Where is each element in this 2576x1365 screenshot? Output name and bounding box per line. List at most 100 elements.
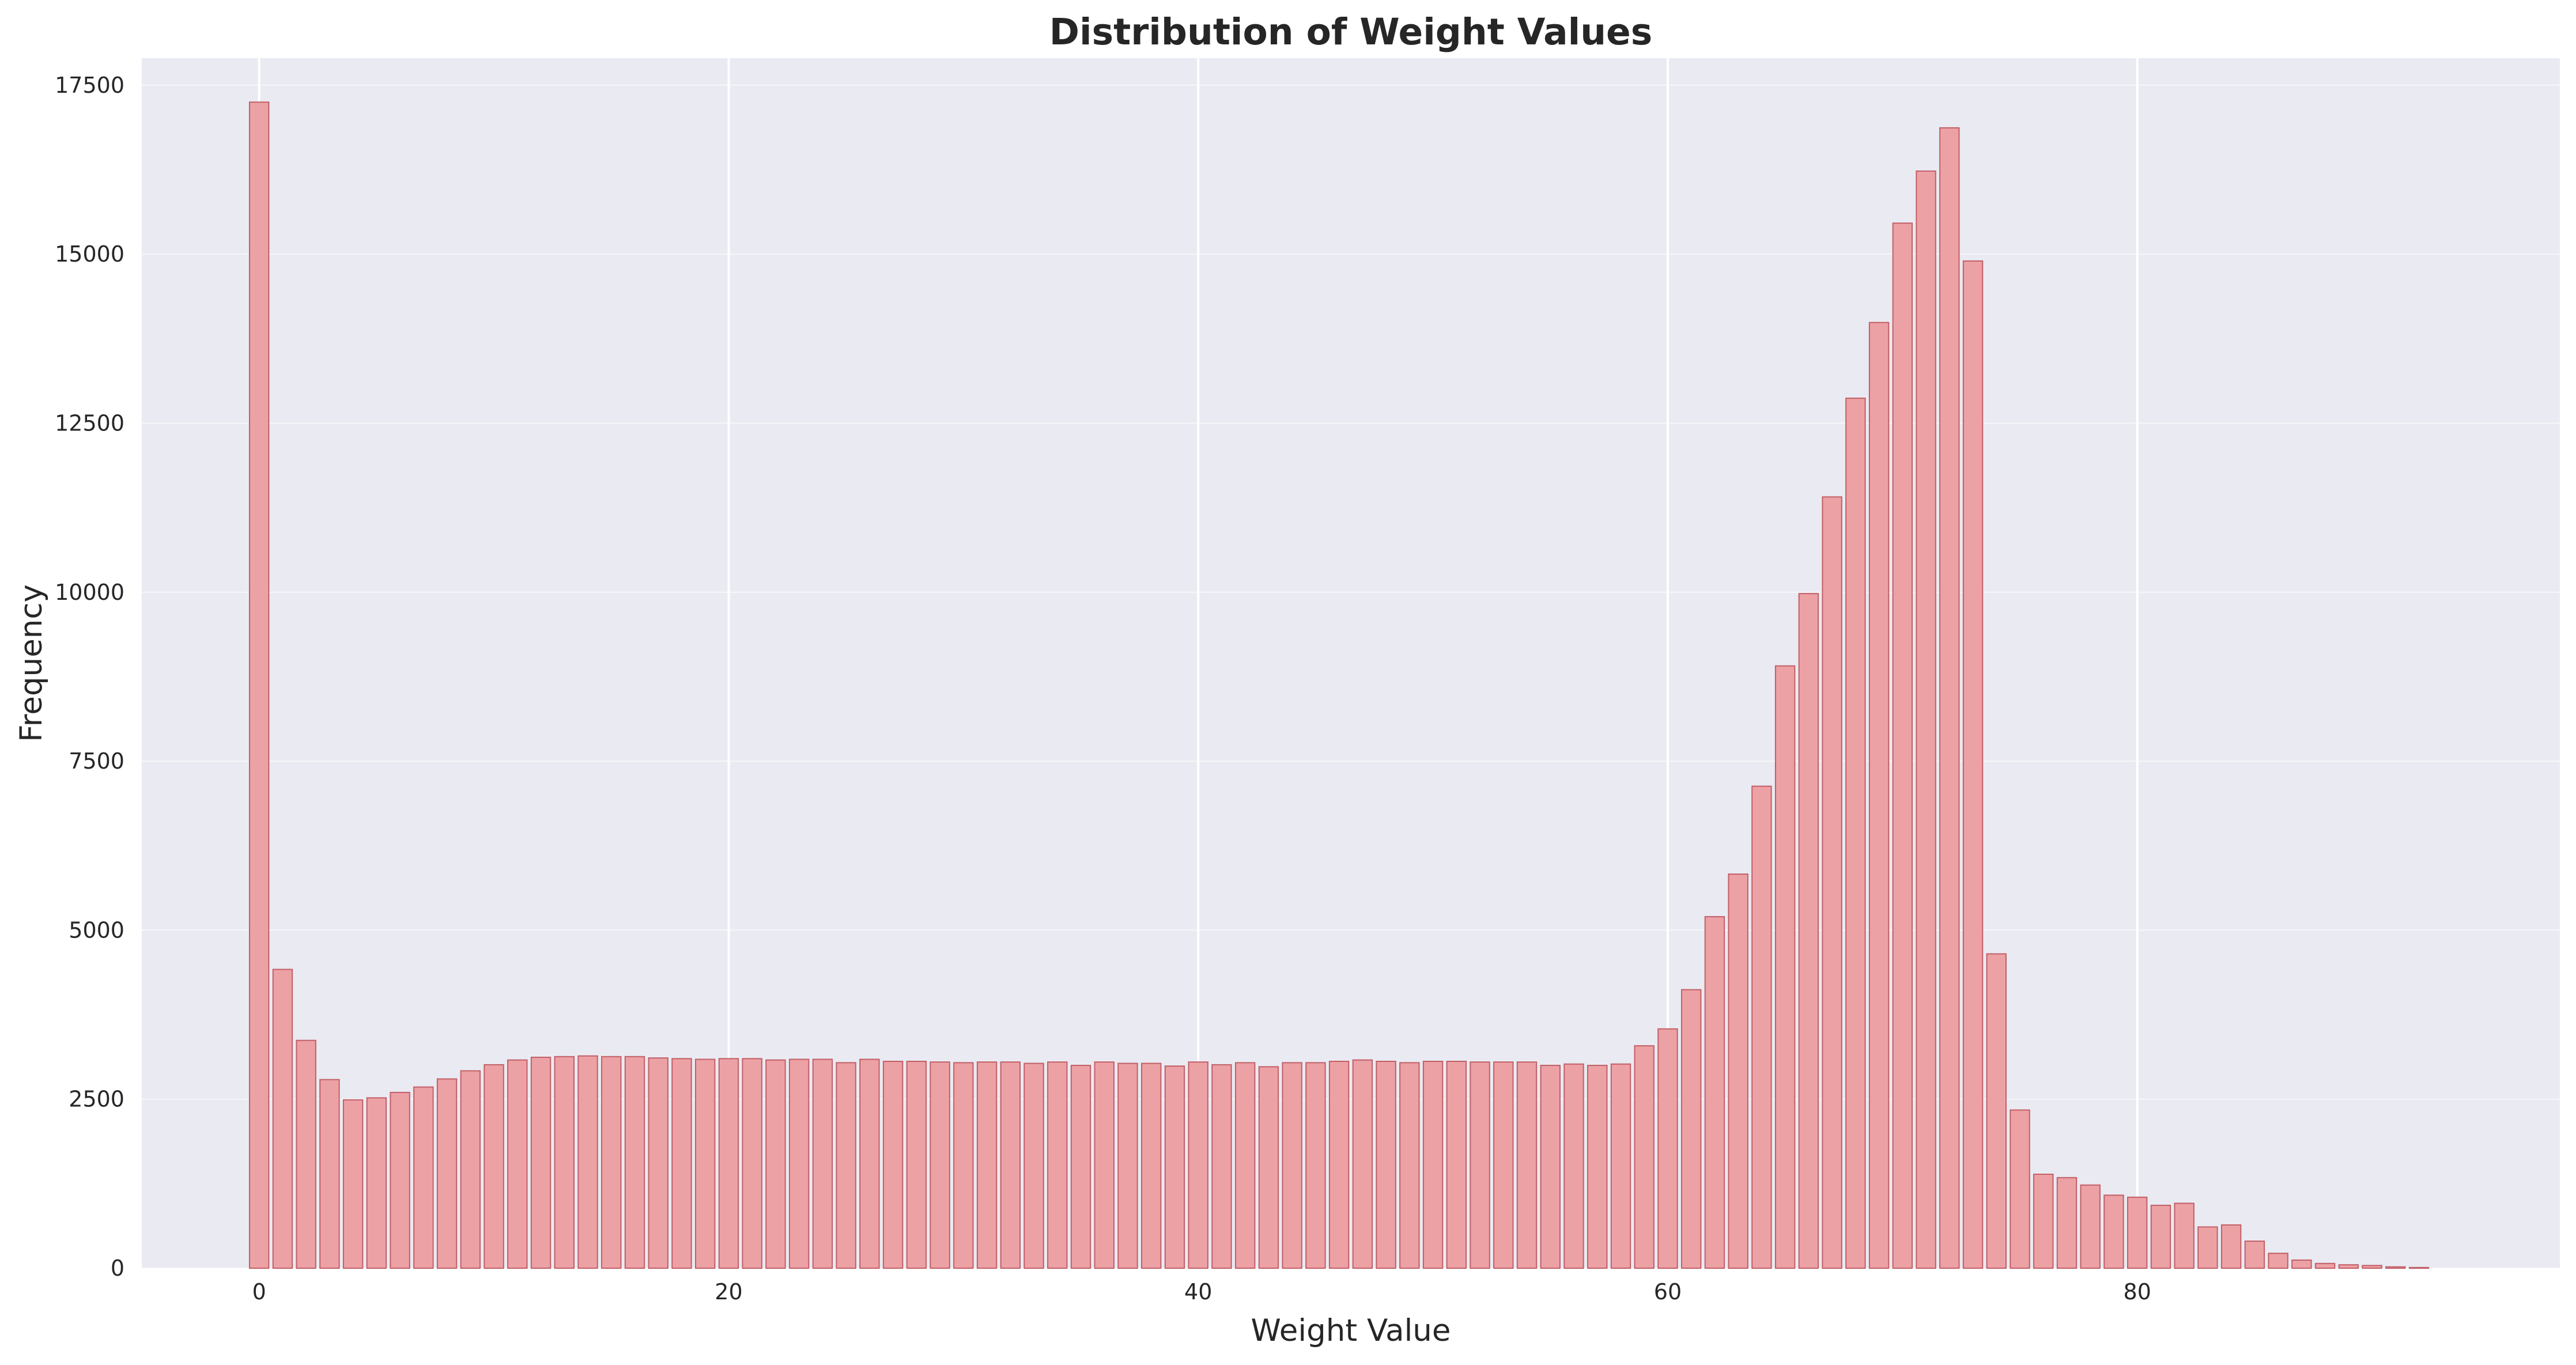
bar — [1822, 496, 1842, 1269]
bar — [976, 1061, 998, 1269]
bar — [1211, 1064, 1232, 1269]
bar — [882, 1061, 904, 1269]
bar — [1470, 1061, 1490, 1269]
bar — [1774, 665, 1796, 1269]
bar — [2197, 1226, 2218, 1269]
bar — [577, 1055, 598, 1269]
bar — [2385, 1266, 2406, 1269]
bar — [2010, 1109, 2030, 1269]
y-tick-label: 15000 — [55, 241, 124, 267]
bar — [812, 1058, 833, 1269]
bar — [390, 1091, 410, 1269]
bar — [2103, 1194, 2124, 1269]
y-tick-label: 10000 — [55, 580, 124, 605]
bar — [836, 1062, 856, 1269]
bar — [1188, 1061, 1208, 1269]
bar — [1234, 1062, 1256, 1269]
y-tick-label: 2500 — [69, 1087, 124, 1112]
bar — [1070, 1065, 1091, 1269]
bar — [484, 1064, 504, 1269]
bar — [1986, 953, 2007, 1269]
bar — [2080, 1184, 2101, 1269]
plot-area — [142, 58, 2560, 1268]
bar — [2244, 1241, 2265, 1269]
bar — [648, 1057, 668, 1269]
bar — [1493, 1061, 1514, 1269]
bar — [2127, 1196, 2148, 1269]
y-axis-label: Frequency — [14, 584, 49, 742]
y-tick-label: 7500 — [69, 748, 124, 774]
bar — [953, 1062, 974, 1269]
bar — [2150, 1204, 2171, 1269]
bar — [765, 1059, 786, 1269]
bar — [1141, 1062, 1162, 1269]
chart-title: Distribution of Weight Values — [1049, 11, 1653, 53]
bar — [1868, 322, 1890, 1269]
bar — [436, 1078, 458, 1269]
x-tick-label: 20 — [715, 1279, 742, 1304]
bar — [366, 1097, 387, 1269]
bar — [2268, 1253, 2288, 1269]
bar — [1047, 1061, 1068, 1269]
bar — [2314, 1262, 2336, 1269]
bar — [1634, 1045, 1655, 1269]
bar — [1798, 593, 1819, 1269]
bar — [1962, 260, 1984, 1269]
bar — [2362, 1265, 2382, 1269]
x-tick-label: 0 — [252, 1279, 266, 1304]
bar — [1610, 1063, 1631, 1269]
bar — [695, 1058, 716, 1269]
bar — [2220, 1224, 2242, 1269]
bar — [2174, 1203, 2194, 1269]
bar — [319, 1079, 340, 1269]
bar — [1540, 1065, 1561, 1269]
bar — [2033, 1173, 2054, 1269]
bar — [554, 1056, 575, 1269]
bar — [460, 1070, 481, 1269]
y-tick-label: 12500 — [55, 411, 124, 436]
bar — [788, 1058, 810, 1269]
bar — [1680, 989, 1702, 1269]
bar — [1164, 1065, 1185, 1269]
bar — [906, 1061, 927, 1269]
bar — [1939, 127, 1960, 1269]
bar — [1657, 1028, 1678, 1269]
bar — [1587, 1065, 1608, 1269]
bar — [624, 1056, 645, 1269]
x-tick-label: 60 — [1654, 1279, 1682, 1304]
bar — [601, 1056, 622, 1269]
x-tick-label: 40 — [1184, 1279, 1212, 1304]
bar — [1704, 916, 1725, 1269]
bar — [1446, 1061, 1467, 1269]
bar — [1352, 1059, 1373, 1269]
bar — [1305, 1062, 1326, 1269]
x-axis-label: Weight Value — [1251, 1313, 1451, 1348]
bar — [2056, 1177, 2078, 1269]
bar — [1117, 1062, 1138, 1269]
bar — [671, 1058, 692, 1269]
y-tick-label: 17500 — [55, 73, 124, 98]
bar — [930, 1061, 950, 1269]
bar — [296, 1039, 316, 1269]
bar — [1094, 1061, 1115, 1269]
bar — [1328, 1061, 1350, 1269]
bar — [248, 101, 270, 1269]
bar — [1728, 874, 1748, 1269]
bar — [1751, 785, 1772, 1269]
bar — [742, 1058, 762, 1269]
bar — [1023, 1062, 1044, 1269]
bar — [1422, 1061, 1444, 1269]
bar — [1892, 222, 1913, 1269]
y-tick-label: 5000 — [69, 917, 124, 943]
x-tick-label: 80 — [2124, 1279, 2151, 1304]
bar — [2338, 1264, 2359, 1269]
bar — [1516, 1061, 1538, 1269]
bar — [2291, 1259, 2312, 1269]
bar — [1399, 1062, 1420, 1269]
bar — [859, 1058, 880, 1269]
bar — [272, 969, 293, 1269]
bar — [530, 1056, 552, 1269]
bar — [1000, 1061, 1021, 1269]
bar — [413, 1086, 434, 1269]
